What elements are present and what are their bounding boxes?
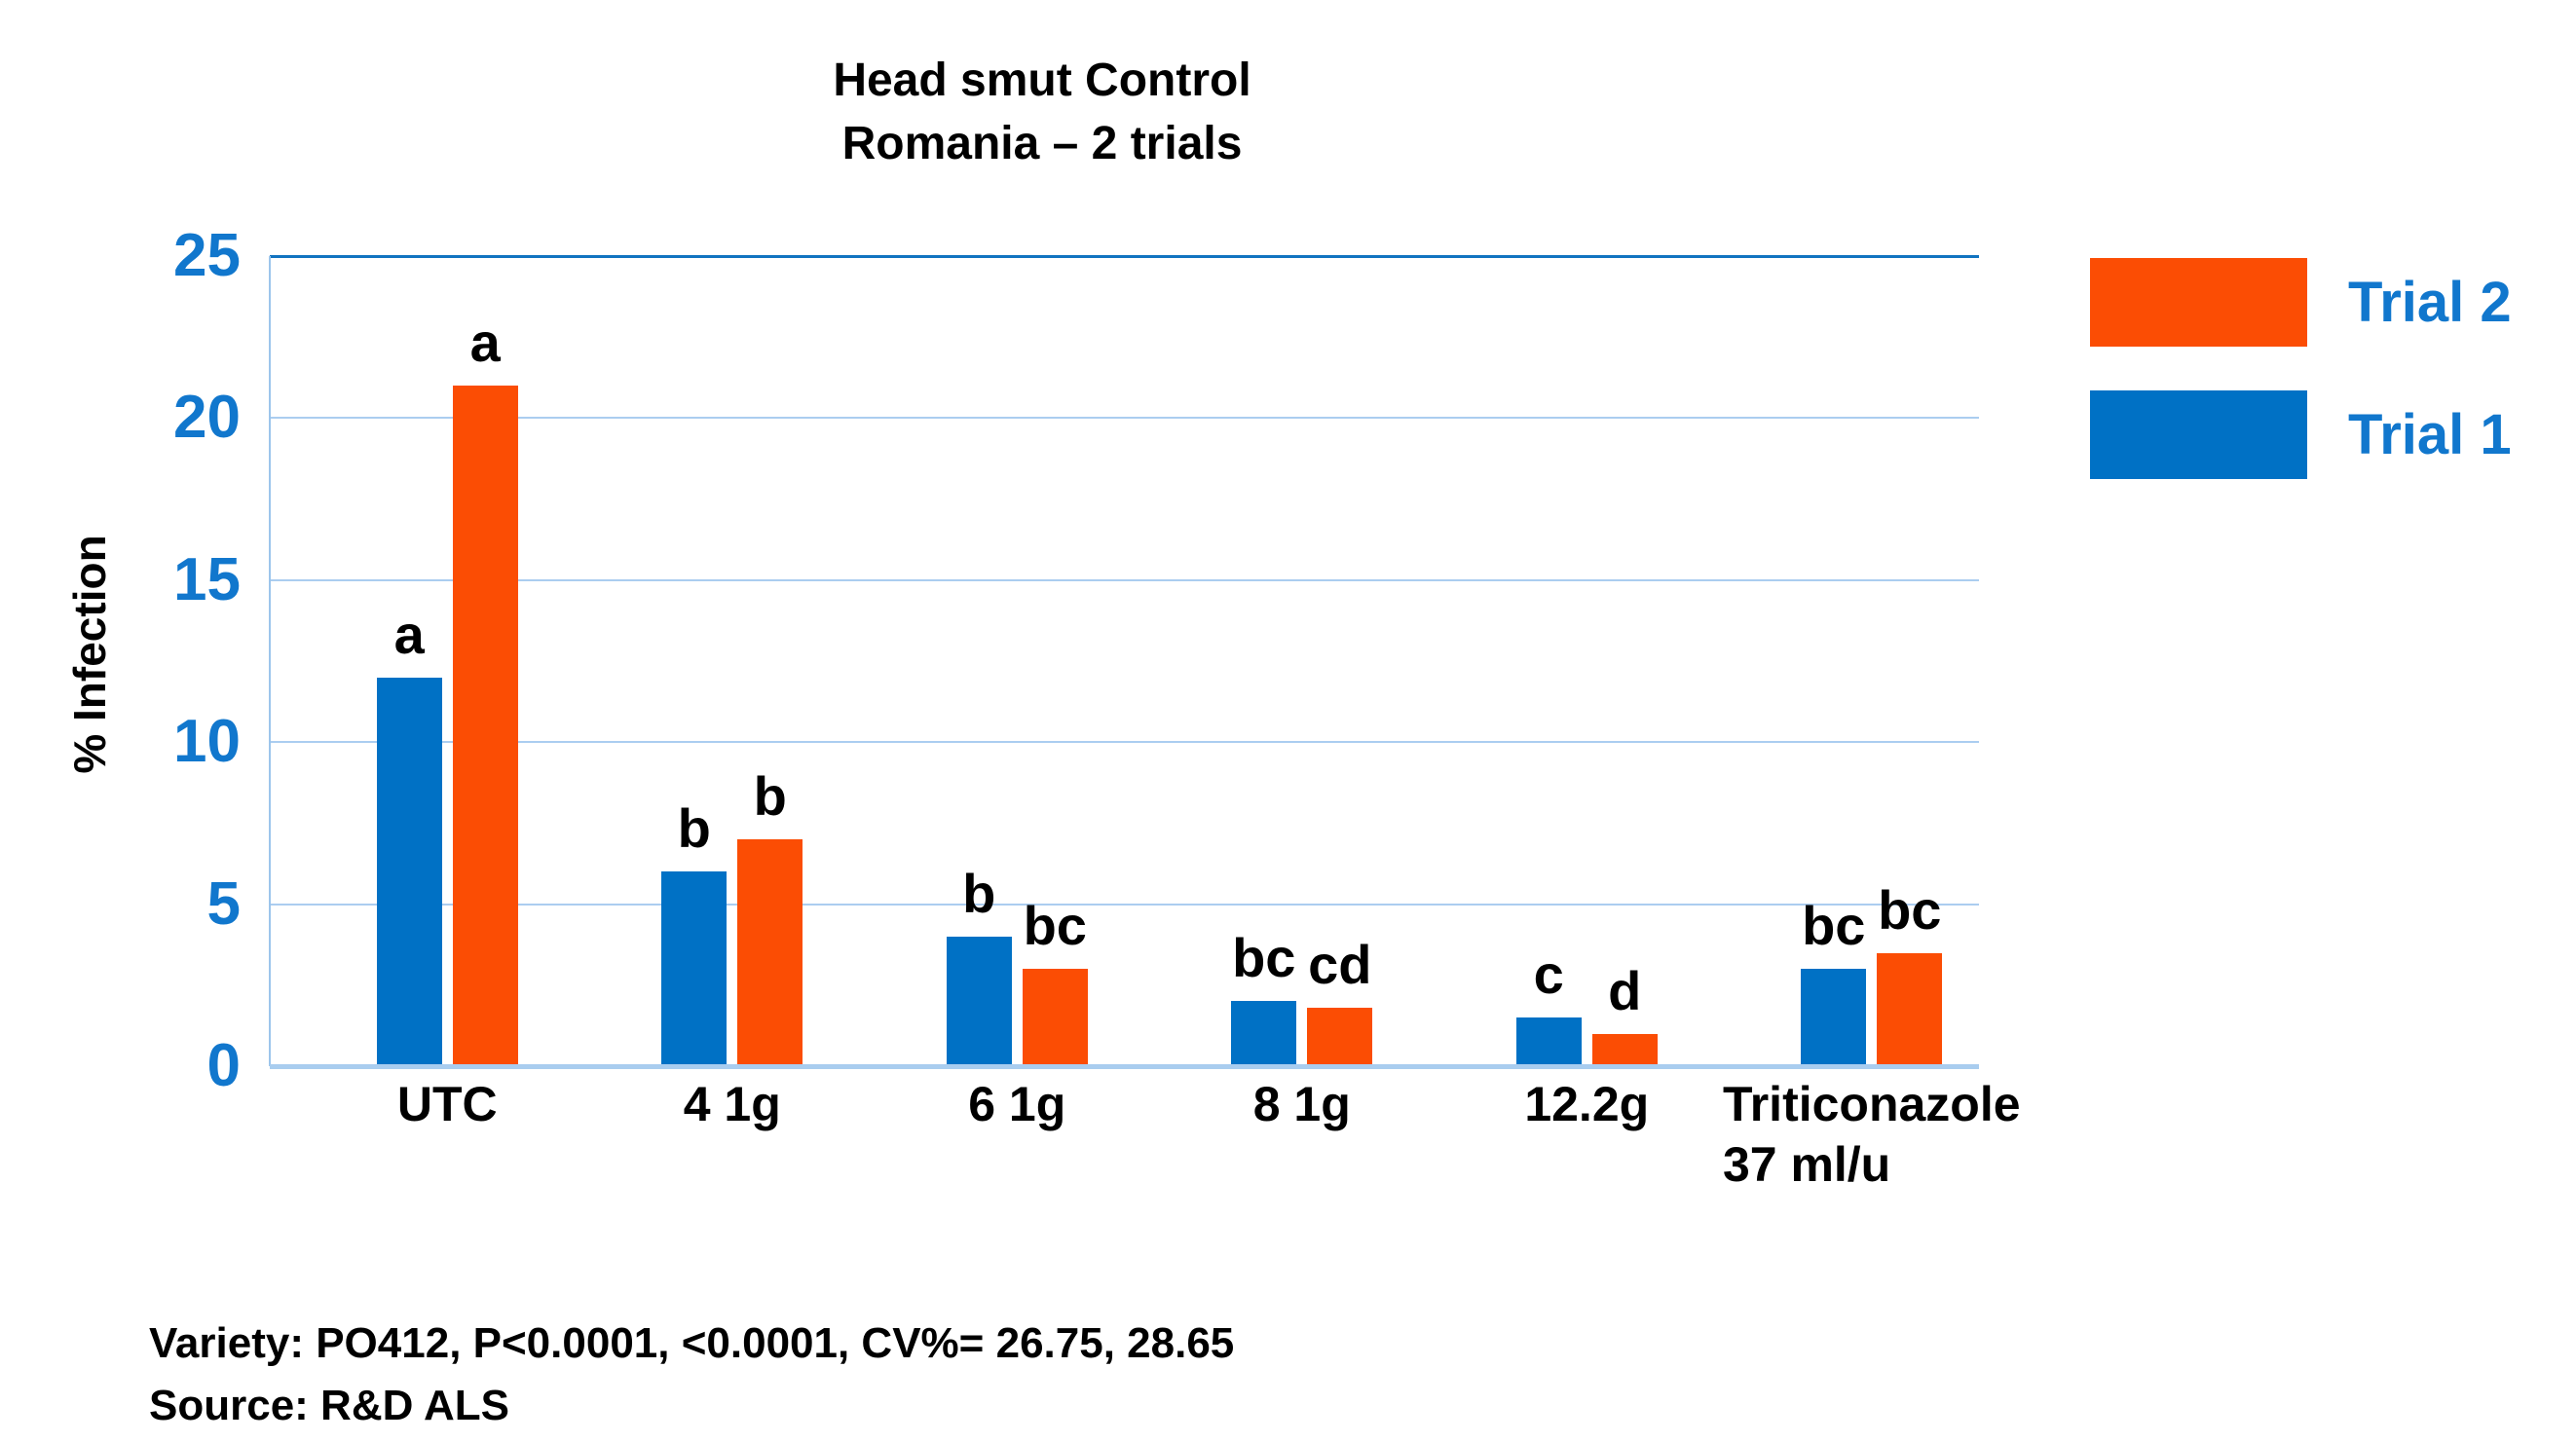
bar-trial-1-triticonazole-37-ml-u xyxy=(1801,969,1867,1066)
gridline-25 xyxy=(270,255,1979,258)
y-tick-label-10: 10 xyxy=(173,708,241,776)
bar-trial-2-utc xyxy=(452,386,518,1066)
sig-letter-trial-1-12-2g: c xyxy=(1533,943,1564,1006)
sig-letter-trial-1-utc: a xyxy=(393,603,425,665)
gridline-20 xyxy=(270,417,1979,420)
bar-trial-2-triticonazole-37-ml-u xyxy=(1877,952,1943,1066)
x-axis-label-4-1g: 4 1g xyxy=(683,1077,781,1131)
sig-letter-trial-2-8-1g: cd xyxy=(1308,934,1372,996)
legend-swatch-trial-1 xyxy=(2090,390,2307,479)
chart-title-line2: Romania – 2 trials xyxy=(841,118,1243,169)
sig-letter-trial-2-triticonazole-37-ml-u: bc xyxy=(1878,878,1942,941)
sig-letter-trial-1-8-1g: bc xyxy=(1232,927,1296,989)
bar-trial-1-4-1g xyxy=(661,871,728,1066)
gridline-5 xyxy=(270,903,1979,906)
sig-letter-trial-1-6-1g: b xyxy=(962,862,996,924)
bar-trial-2-6-1g xyxy=(1022,969,1088,1066)
sig-letter-trial-2-utc: a xyxy=(469,312,501,374)
y-tick-label-25: 25 xyxy=(173,222,241,289)
y-axis-line xyxy=(269,256,271,1066)
sig-letter-trial-2-4-1g: b xyxy=(753,765,787,828)
legend-label-trial-2: Trial 2 xyxy=(2348,271,2512,334)
bar-trial-1-8-1g xyxy=(1231,1001,1297,1066)
chart-title: Head smut Control Romania – 2 trials xyxy=(253,49,1831,175)
bar-trial-2-4-1g xyxy=(737,839,803,1066)
bar-trial-1-utc xyxy=(376,677,442,1066)
x-axis-label-utc: UTC xyxy=(396,1077,498,1131)
legend-swatch-trial-2 xyxy=(2090,258,2307,347)
legend-label-trial-1: Trial 1 xyxy=(2348,403,2512,466)
y-tick-label-15: 15 xyxy=(173,545,241,613)
y-tick-label-20: 20 xyxy=(173,384,241,452)
footnote-variety: Variety: PO412, P<0.0001, <0.0001, CV%= … xyxy=(149,1319,1235,1367)
x-axis-label-8-1g: 8 1g xyxy=(1252,1077,1351,1131)
x-axis-label-12-2g: 12.2g xyxy=(1524,1077,1650,1131)
bar-trial-2-12-2g xyxy=(1591,1033,1658,1066)
gridline-15 xyxy=(270,578,1979,581)
sig-letter-trial-1-4-1g: b xyxy=(677,797,711,860)
sig-letter-trial-1-triticonazole-37-ml-u: bc xyxy=(1802,895,1866,957)
sig-letter-trial-2-12-2g: d xyxy=(1608,959,1642,1021)
sig-letter-trial-2-6-1g: bc xyxy=(1023,895,1087,957)
legend-item-trial-1: Trial 1 xyxy=(2090,390,2512,479)
bar-trial-2-8-1g xyxy=(1307,1008,1373,1066)
y-tick-label-5: 5 xyxy=(206,869,241,938)
gridline-10 xyxy=(270,741,1979,744)
chart-title-line1: Head smut Control xyxy=(833,55,1251,106)
y-tick-label-0: 0 xyxy=(206,1032,241,1099)
legend-item-trial-2: Trial 2 xyxy=(2090,258,2512,347)
bar-trial-1-12-2g xyxy=(1515,1017,1582,1066)
bar-trial-1-6-1g xyxy=(946,936,1012,1066)
x-axis-label-6-1g: 6 1g xyxy=(968,1077,1066,1131)
x-axis-label-triticonazole-37-ml-u: Triticonazole 37 ml/u xyxy=(1722,1077,2021,1192)
footnote: Variety: PO412, P<0.0001, <0.0001, CV%= … xyxy=(149,1313,1234,1437)
gridline-0 xyxy=(270,1064,1979,1069)
footnote-source: Source: R&D ALS xyxy=(149,1382,509,1429)
legend: Trial 2 Trial 1 xyxy=(2090,258,2512,523)
